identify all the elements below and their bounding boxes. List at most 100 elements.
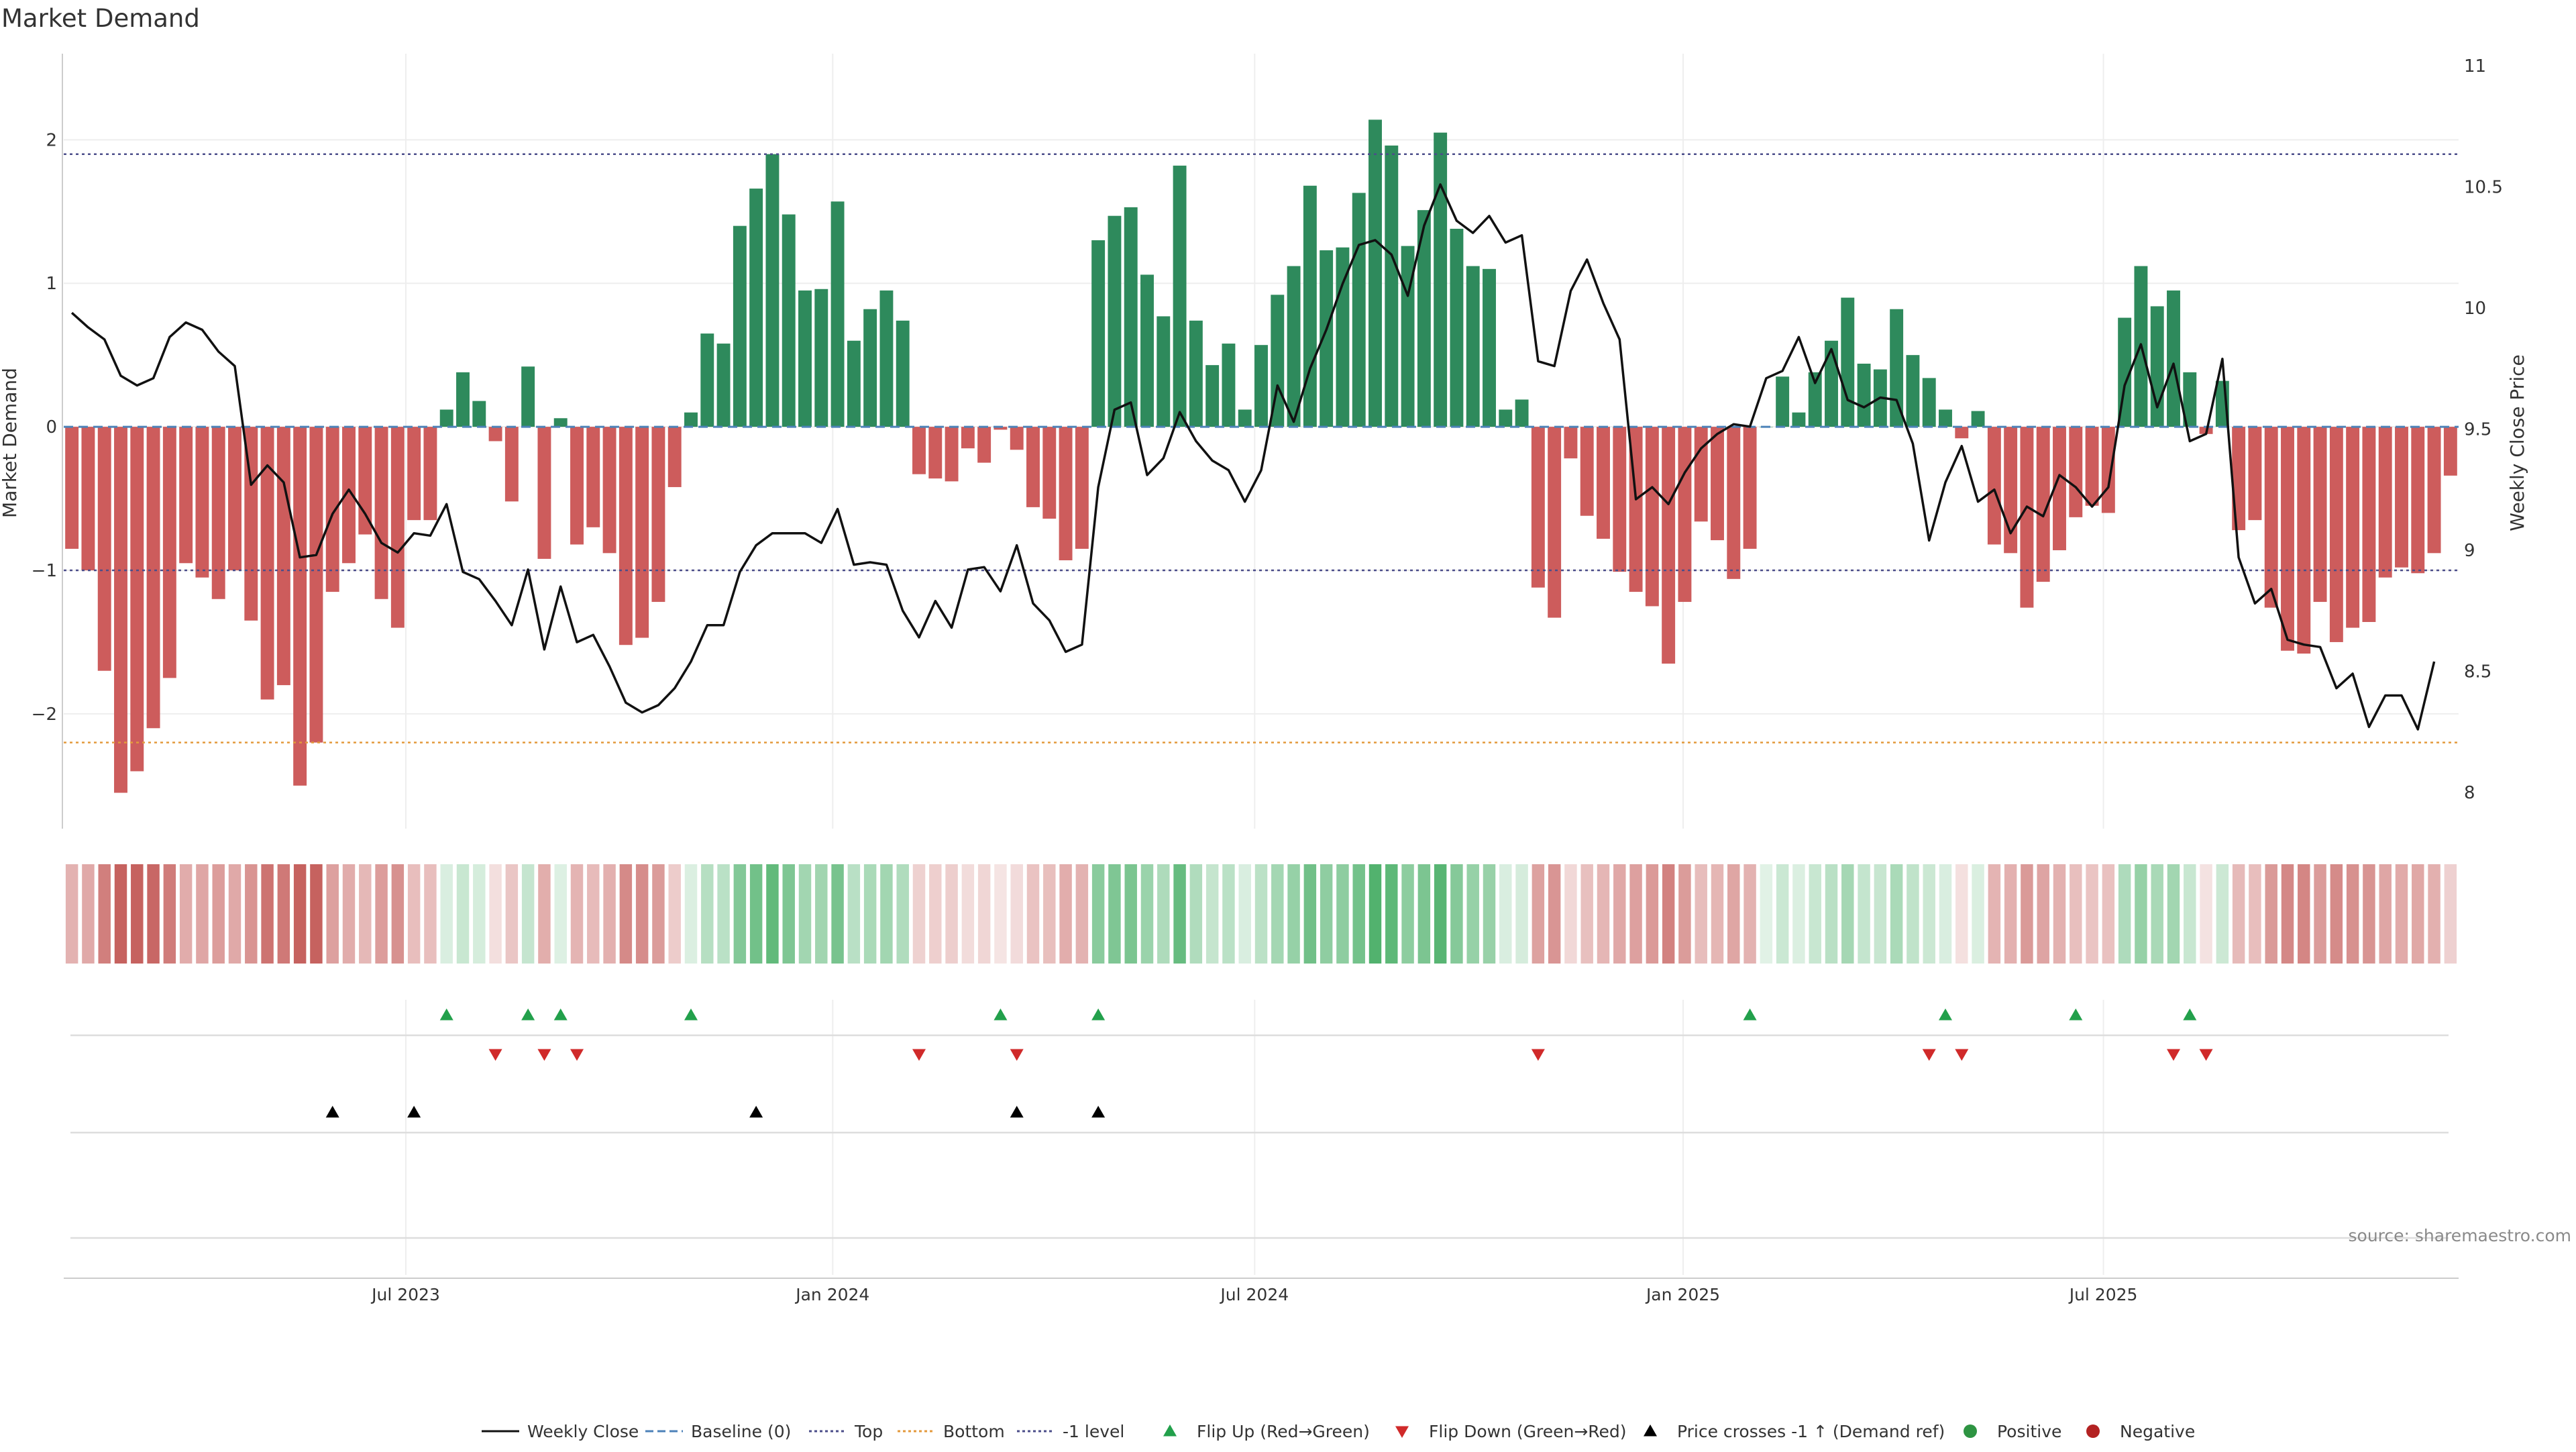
demand-bar-negative [635, 427, 649, 638]
demand-bar-positive [1303, 185, 1317, 427]
x-tick-label: Jan 2025 [1645, 1285, 1720, 1304]
legend-item: Weekly Close [482, 1422, 639, 1441]
heat-cell [196, 864, 209, 964]
demand-bar-positive [1124, 207, 1138, 427]
heat-cell [1776, 864, 1789, 964]
heat-cell [1287, 864, 1300, 964]
heat-cell [1809, 864, 1821, 964]
heat-cell [1678, 864, 1691, 964]
demand-bar-negative [2411, 427, 2425, 574]
chart-title: Market Demand [1, 4, 200, 33]
heat-cell [1320, 864, 1333, 964]
y2-tick-label: 9.5 [2464, 419, 2491, 439]
demand-bar-negative [1743, 427, 1757, 549]
heat-cell [359, 864, 372, 964]
legend-icon-triangle-down [1395, 1426, 1409, 1438]
heat-cell [929, 864, 942, 964]
source-note: source: sharemaestro.com [2349, 1226, 2572, 1245]
demand-bar-positive [1417, 210, 1431, 427]
legend-item: Flip Down (Green→Red) [1395, 1422, 1627, 1441]
flip-up-marker [1939, 1008, 1952, 1021]
demand-bar-negative [1678, 427, 1692, 603]
heat-cell [2428, 864, 2440, 964]
heat-cell [391, 864, 405, 964]
heat-cell [98, 864, 111, 964]
heat-cell [749, 864, 763, 964]
heat-cell [65, 864, 78, 964]
demand-bar-negative [97, 427, 111, 671]
legend-label: Top [854, 1422, 883, 1441]
heat-cell [375, 864, 388, 964]
y2-tick-label: 8.5 [2464, 662, 2491, 682]
heat-cell [1548, 864, 1561, 964]
heat-cell [2053, 864, 2066, 964]
demand-bar-positive [1189, 320, 1203, 427]
legend-item: Bottom [898, 1422, 1005, 1441]
demand-bar-negative [945, 427, 959, 482]
demand-bar-positive [1091, 240, 1106, 427]
heat-cell [261, 864, 274, 964]
heat-cell [2037, 864, 2049, 964]
y2-tick-label: 10 [2464, 299, 2486, 319]
grid-layer [64, 54, 2459, 1275]
demand-bar-negative [211, 427, 225, 599]
heat-cell [1352, 864, 1365, 964]
demand-bar-positive [1222, 344, 1236, 427]
heat-cell [766, 864, 779, 964]
demand-bar-negative [325, 427, 339, 592]
heat-cell [1841, 864, 1854, 964]
heat-cell [2363, 864, 2375, 964]
demand-bar-positive [1483, 268, 1496, 427]
demand-bar-positive [716, 344, 731, 427]
heat-cell [1580, 864, 1593, 964]
demand-bar-positive [1499, 409, 1513, 427]
heat-cell [1923, 864, 1935, 964]
heat-cell [1907, 864, 1919, 964]
heat-cell [1988, 864, 2001, 964]
demand-bar-negative [2101, 427, 2115, 513]
heat-cell [1711, 864, 1724, 964]
flip-down-marker [2199, 1049, 2213, 1061]
heat-cell [880, 864, 893, 964]
demand-bar-negative [1645, 427, 1659, 607]
heat-cell [912, 864, 926, 964]
y-tick-label: 1 [46, 274, 57, 294]
heat-cell [1173, 864, 1186, 964]
flip-down-marker [570, 1049, 584, 1061]
demand-bar-positive [1385, 145, 1399, 427]
heat-cell [863, 864, 877, 964]
demand-bar-positive [1971, 411, 1985, 427]
demand-bar-negative [374, 427, 388, 599]
demand-bar-negative [2427, 427, 2441, 554]
heat-cell [2200, 864, 2212, 964]
demand-bar-positive [733, 225, 747, 427]
heat-cell [2086, 864, 2098, 964]
demand-bar-negative [130, 427, 144, 772]
demand-bar-negative [488, 427, 502, 442]
demand-bar-positive [1922, 378, 1936, 427]
heat-cell [1091, 864, 1105, 964]
x-tick-label: Jul 2024 [1219, 1285, 1289, 1304]
demand-bar-positive [1254, 345, 1268, 427]
demand-bar-positive [2183, 372, 2197, 427]
heat-cell [1140, 864, 1154, 964]
flip-down-marker [537, 1049, 551, 1061]
demand-bar-negative [2020, 427, 2034, 608]
demand-bar-positive [798, 290, 812, 427]
y2-tick-label: 8 [2464, 783, 2475, 803]
demand-bar-negative [1694, 427, 1708, 522]
legend-label: Baseline (0) [691, 1422, 791, 1441]
heat-cell [131, 864, 144, 964]
heat-cell [994, 864, 1007, 964]
heat-cell [1695, 864, 1707, 964]
demand-bar-positive [1792, 412, 1806, 427]
flip-up-marker [521, 1008, 535, 1021]
demand-bar-positive [2150, 306, 2164, 427]
demand-bar-positive [439, 409, 453, 427]
demand-bar-positive [1368, 119, 1382, 427]
heat-cell [1613, 864, 1626, 964]
demand-bar-negative [1580, 427, 1594, 516]
demand-bar-positive [1776, 376, 1790, 427]
heat-cell [1189, 864, 1203, 964]
